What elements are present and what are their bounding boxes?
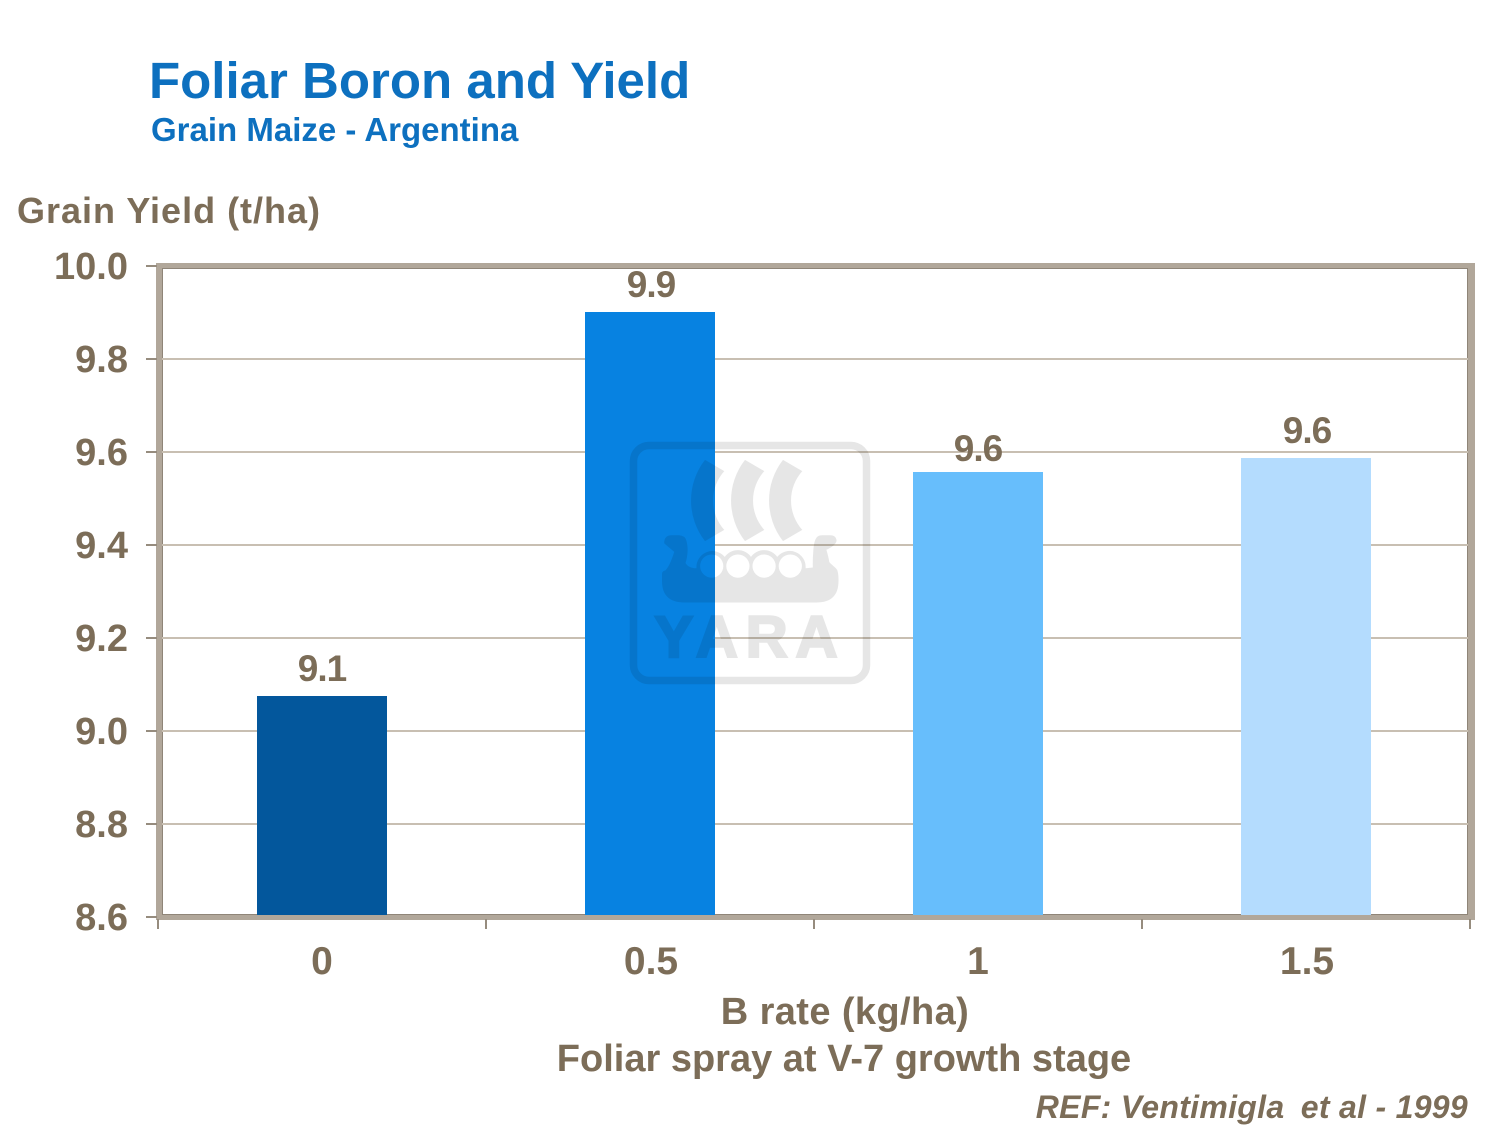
svg-text:YARA: YARA [654, 605, 845, 670]
